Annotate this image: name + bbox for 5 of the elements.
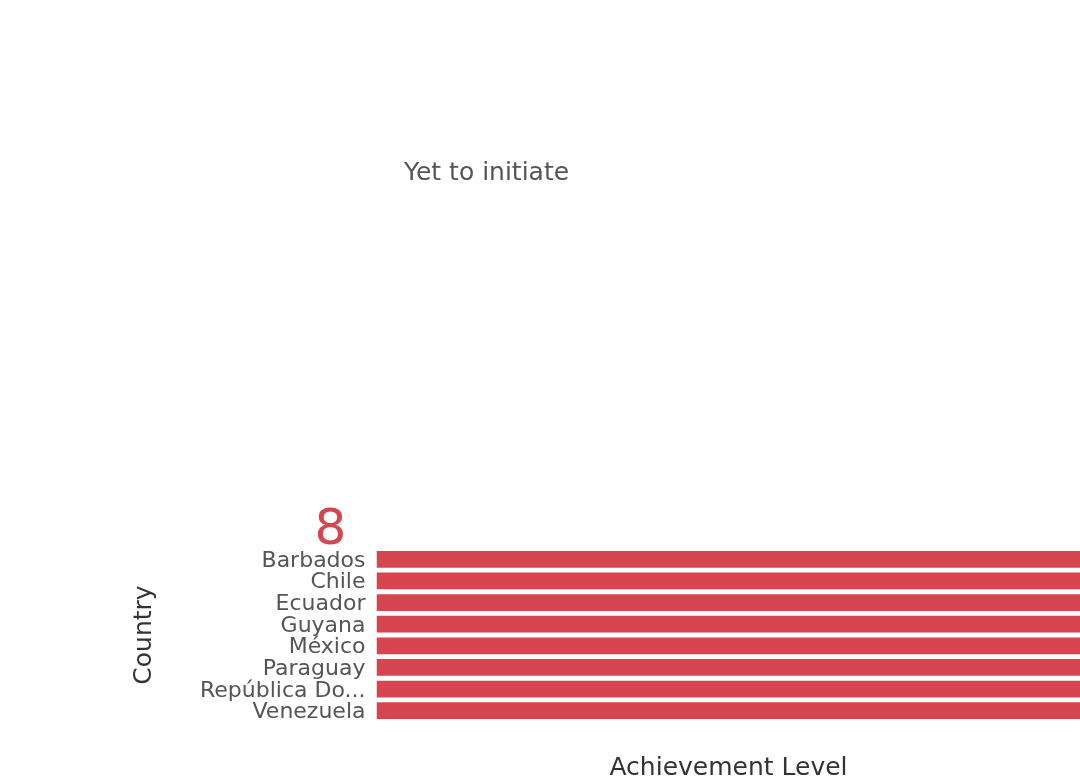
y-axis-title: Country <box>128 585 158 685</box>
y-tick-label: Venezuela <box>252 698 366 724</box>
y-tick-label: Paraguay <box>262 654 366 680</box>
text: Yet to initiate <box>404 157 570 186</box>
x-axis-title: Achievement Level <box>609 751 848 781</box>
